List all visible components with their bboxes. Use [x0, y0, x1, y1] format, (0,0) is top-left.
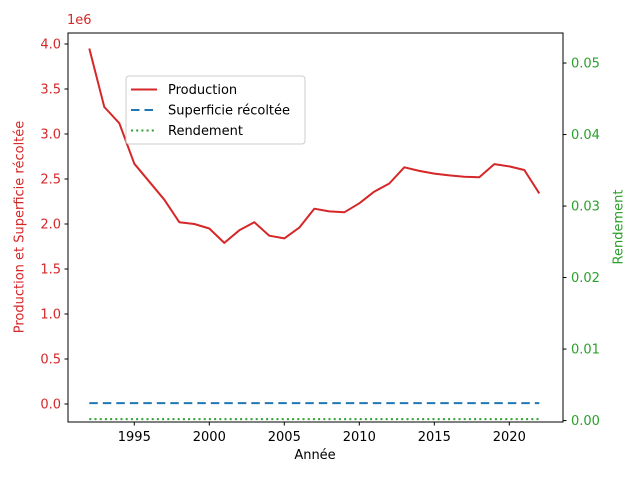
plot-area-border [67, 32, 564, 423]
y-axis-label-right: Rendement [611, 189, 627, 265]
y-left-tick-label: 3.5 [40, 82, 61, 97]
y-right-tick-label: 0.02 [571, 271, 600, 286]
x-tick-label: 2000 [193, 430, 226, 445]
x-axis-label: Année [294, 448, 336, 463]
y-right-tick-label: 0.04 [571, 128, 600, 143]
y-left-tick-label: 0.0 [40, 397, 61, 412]
x-tick-label: 2015 [418, 430, 451, 445]
x-tick-label: 2005 [268, 430, 301, 445]
y-left-tick-label: 1.5 [40, 262, 61, 277]
y-left-tick-label: 2.5 [40, 172, 61, 187]
x-tick-label: 1995 [118, 430, 151, 445]
y-axis-label-left: Production et Superficie récoltée [12, 120, 28, 334]
y-right-tick-label: 0.01 [571, 343, 600, 358]
y-right-tick-label: 0.05 [571, 57, 600, 72]
x-tick-label: 2020 [493, 430, 526, 445]
y-left-tick-label: 3.0 [40, 127, 61, 142]
legend-label-0: Production [168, 83, 237, 98]
left-axis-offset-text: 1e6 [67, 13, 92, 28]
legend: Production Superficie récoltée Rendement [125, 75, 306, 145]
y-right-tick-label: 0.03 [571, 200, 600, 215]
y-right-tick-label: 0.00 [571, 414, 600, 429]
legend-box [125, 75, 306, 145]
y-left-tick-label: 0.5 [40, 352, 61, 367]
y-left-tick-label: 2.0 [40, 217, 61, 232]
x-tick-label: 2010 [343, 430, 376, 445]
production-line [88, 48, 541, 244]
legend-label-1: Superficie récoltée [168, 104, 290, 119]
legend-label-2: Rendement [168, 124, 243, 139]
y-left-tick-label: 4.0 [40, 37, 61, 52]
y-left-tick-label: 1.0 [40, 307, 61, 322]
